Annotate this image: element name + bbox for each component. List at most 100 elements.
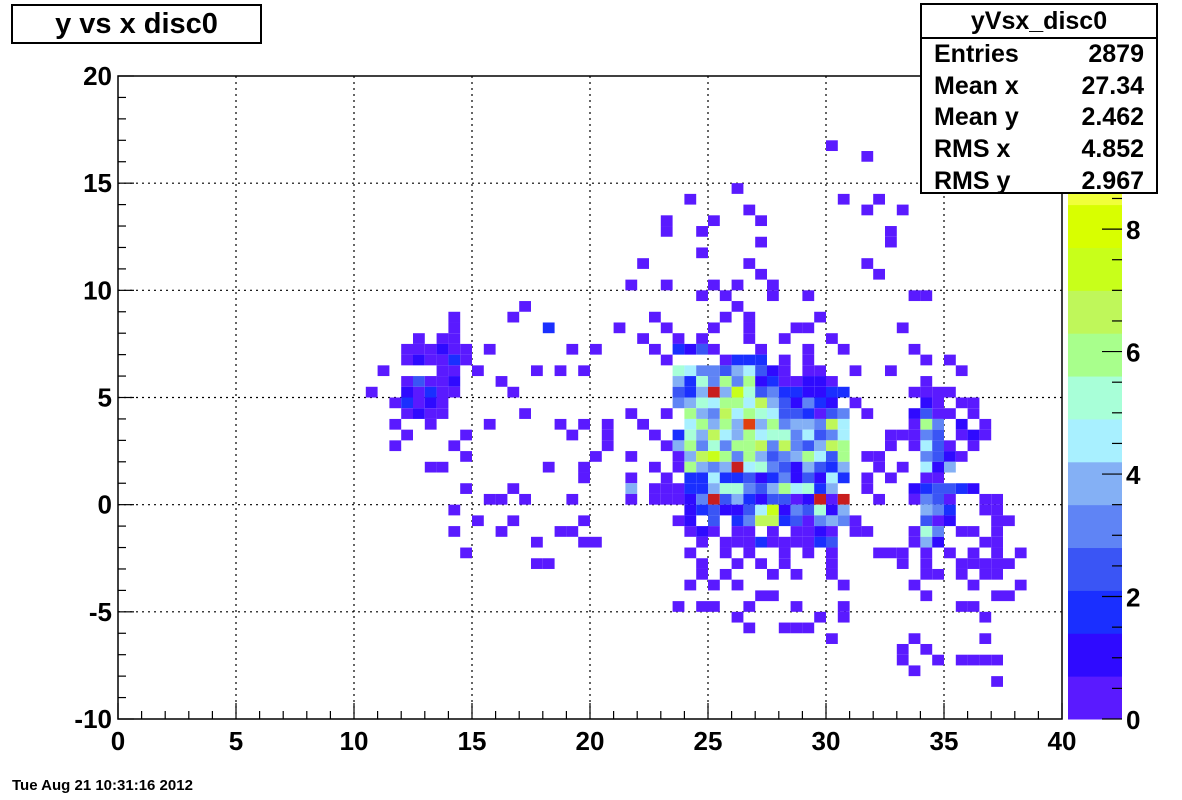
heatmap-cell bbox=[696, 226, 708, 237]
heatmap-cell bbox=[743, 526, 756, 537]
heatmap-cell bbox=[684, 579, 697, 591]
heatmap-cell bbox=[814, 365, 826, 377]
heatmap-cell bbox=[955, 526, 968, 537]
heatmap-cell bbox=[908, 429, 921, 441]
heatmap-cell bbox=[719, 440, 732, 452]
heatmap-cell bbox=[637, 258, 649, 269]
heatmap-cell bbox=[401, 429, 413, 441]
heatmap-cell bbox=[519, 301, 531, 312]
heatmap-cell bbox=[979, 418, 992, 430]
heatmap-cell bbox=[696, 429, 708, 441]
heatmap-cell bbox=[649, 311, 661, 323]
heatmap-cell bbox=[708, 343, 720, 355]
heatmap-cell bbox=[944, 547, 956, 559]
heatmap-cell bbox=[755, 354, 767, 366]
heatmap-cell bbox=[790, 568, 803, 580]
heatmap-cell bbox=[790, 504, 803, 516]
heatmap-cell bbox=[708, 526, 720, 537]
heatmap-cell bbox=[790, 493, 803, 505]
heatmap-cell bbox=[814, 504, 826, 516]
heatmap-cell bbox=[802, 376, 815, 387]
heatmap-cell bbox=[790, 429, 803, 441]
heatmap-cell bbox=[590, 451, 602, 462]
heatmap-cell bbox=[908, 493, 921, 505]
heatmap-cell bbox=[908, 526, 921, 537]
heatmap-cell bbox=[908, 579, 921, 591]
heatmap-cell bbox=[873, 493, 885, 505]
heatmap-cell bbox=[778, 386, 791, 398]
heatmap-cell bbox=[955, 397, 968, 409]
heatmap-cell bbox=[684, 386, 697, 398]
heatmap-cell bbox=[837, 343, 850, 355]
color-scale-segment bbox=[1068, 590, 1122, 634]
heatmap-cell bbox=[885, 226, 897, 237]
heatmap-cell bbox=[672, 386, 685, 398]
heatmap-cell bbox=[495, 493, 508, 505]
heatmap-cell bbox=[955, 418, 968, 430]
x-tick-label: 35 bbox=[930, 726, 959, 756]
heatmap-cell bbox=[708, 493, 720, 505]
heatmap-cell bbox=[991, 547, 1003, 559]
heatmap-cell bbox=[743, 365, 756, 377]
x-tick-label: 15 bbox=[458, 726, 487, 756]
heatmap-cell bbox=[719, 568, 732, 580]
heatmap-cell bbox=[719, 493, 732, 505]
heatmap-cell bbox=[719, 354, 732, 366]
heatmap-cell bbox=[908, 440, 921, 452]
heatmap-cell bbox=[389, 397, 402, 409]
heatmap-cell bbox=[767, 568, 779, 580]
heatmap-cell bbox=[554, 418, 567, 430]
stats-row-entries: Entries 2879 bbox=[922, 39, 1156, 71]
heatmap-cell bbox=[708, 418, 720, 430]
heatmap-cell bbox=[684, 451, 697, 462]
heatmap-cell bbox=[837, 418, 850, 430]
stats-value: 4.852 bbox=[1081, 135, 1144, 164]
x-tick-label: 20 bbox=[576, 726, 605, 756]
z-tick-label: 6 bbox=[1126, 338, 1140, 368]
heatmap-cell bbox=[743, 515, 756, 527]
heatmap-cell bbox=[885, 440, 897, 452]
heatmap-cell bbox=[967, 547, 980, 559]
heatmap-cell bbox=[684, 526, 697, 537]
heatmap-cell bbox=[802, 526, 815, 537]
heatmap-cell bbox=[731, 558, 744, 569]
heatmap-cell bbox=[708, 504, 720, 516]
heatmap-cell bbox=[696, 418, 708, 430]
heatmap-cell bbox=[944, 504, 956, 516]
color-scale-segment bbox=[1068, 676, 1122, 720]
z-tick-label: 4 bbox=[1126, 460, 1141, 490]
heatmap-cell bbox=[885, 547, 897, 559]
heatmap-cell bbox=[991, 526, 1003, 537]
heatmap-cell bbox=[696, 365, 708, 377]
heatmap-cell bbox=[826, 493, 838, 505]
heatmap-cell bbox=[920, 376, 933, 387]
heatmap-cell bbox=[790, 515, 803, 527]
heatmap-cell bbox=[896, 322, 909, 334]
heatmap-cell bbox=[920, 472, 933, 484]
heatmap-cell bbox=[719, 504, 732, 516]
heatmap-cell bbox=[578, 515, 590, 527]
heatmap-cell bbox=[826, 472, 838, 484]
heatmap-cell bbox=[826, 397, 838, 409]
heatmap-cell bbox=[778, 547, 791, 559]
heatmap-cell bbox=[708, 322, 720, 334]
heatmap-cell bbox=[896, 204, 909, 216]
heatmap-cell bbox=[483, 343, 496, 355]
heatmap-cell bbox=[837, 515, 850, 527]
heatmap-cell bbox=[731, 429, 744, 441]
heatmap-cell bbox=[684, 504, 697, 516]
heatmap-cell bbox=[731, 493, 744, 505]
heatmap-cell bbox=[814, 386, 826, 398]
heatmap-cell bbox=[778, 493, 791, 505]
heatmap-cell bbox=[767, 493, 779, 505]
heatmap-cell bbox=[743, 333, 756, 344]
heatmap-cell bbox=[401, 408, 413, 419]
heatmap-cell bbox=[708, 451, 720, 462]
heatmap-cell bbox=[507, 483, 520, 494]
heatmap-cell bbox=[460, 483, 472, 494]
heatmap-cell bbox=[861, 151, 874, 162]
heatmap-cell bbox=[448, 311, 461, 323]
heatmap-cell bbox=[826, 536, 838, 548]
heatmap-cell bbox=[672, 376, 685, 387]
heatmap-cell bbox=[696, 504, 708, 516]
